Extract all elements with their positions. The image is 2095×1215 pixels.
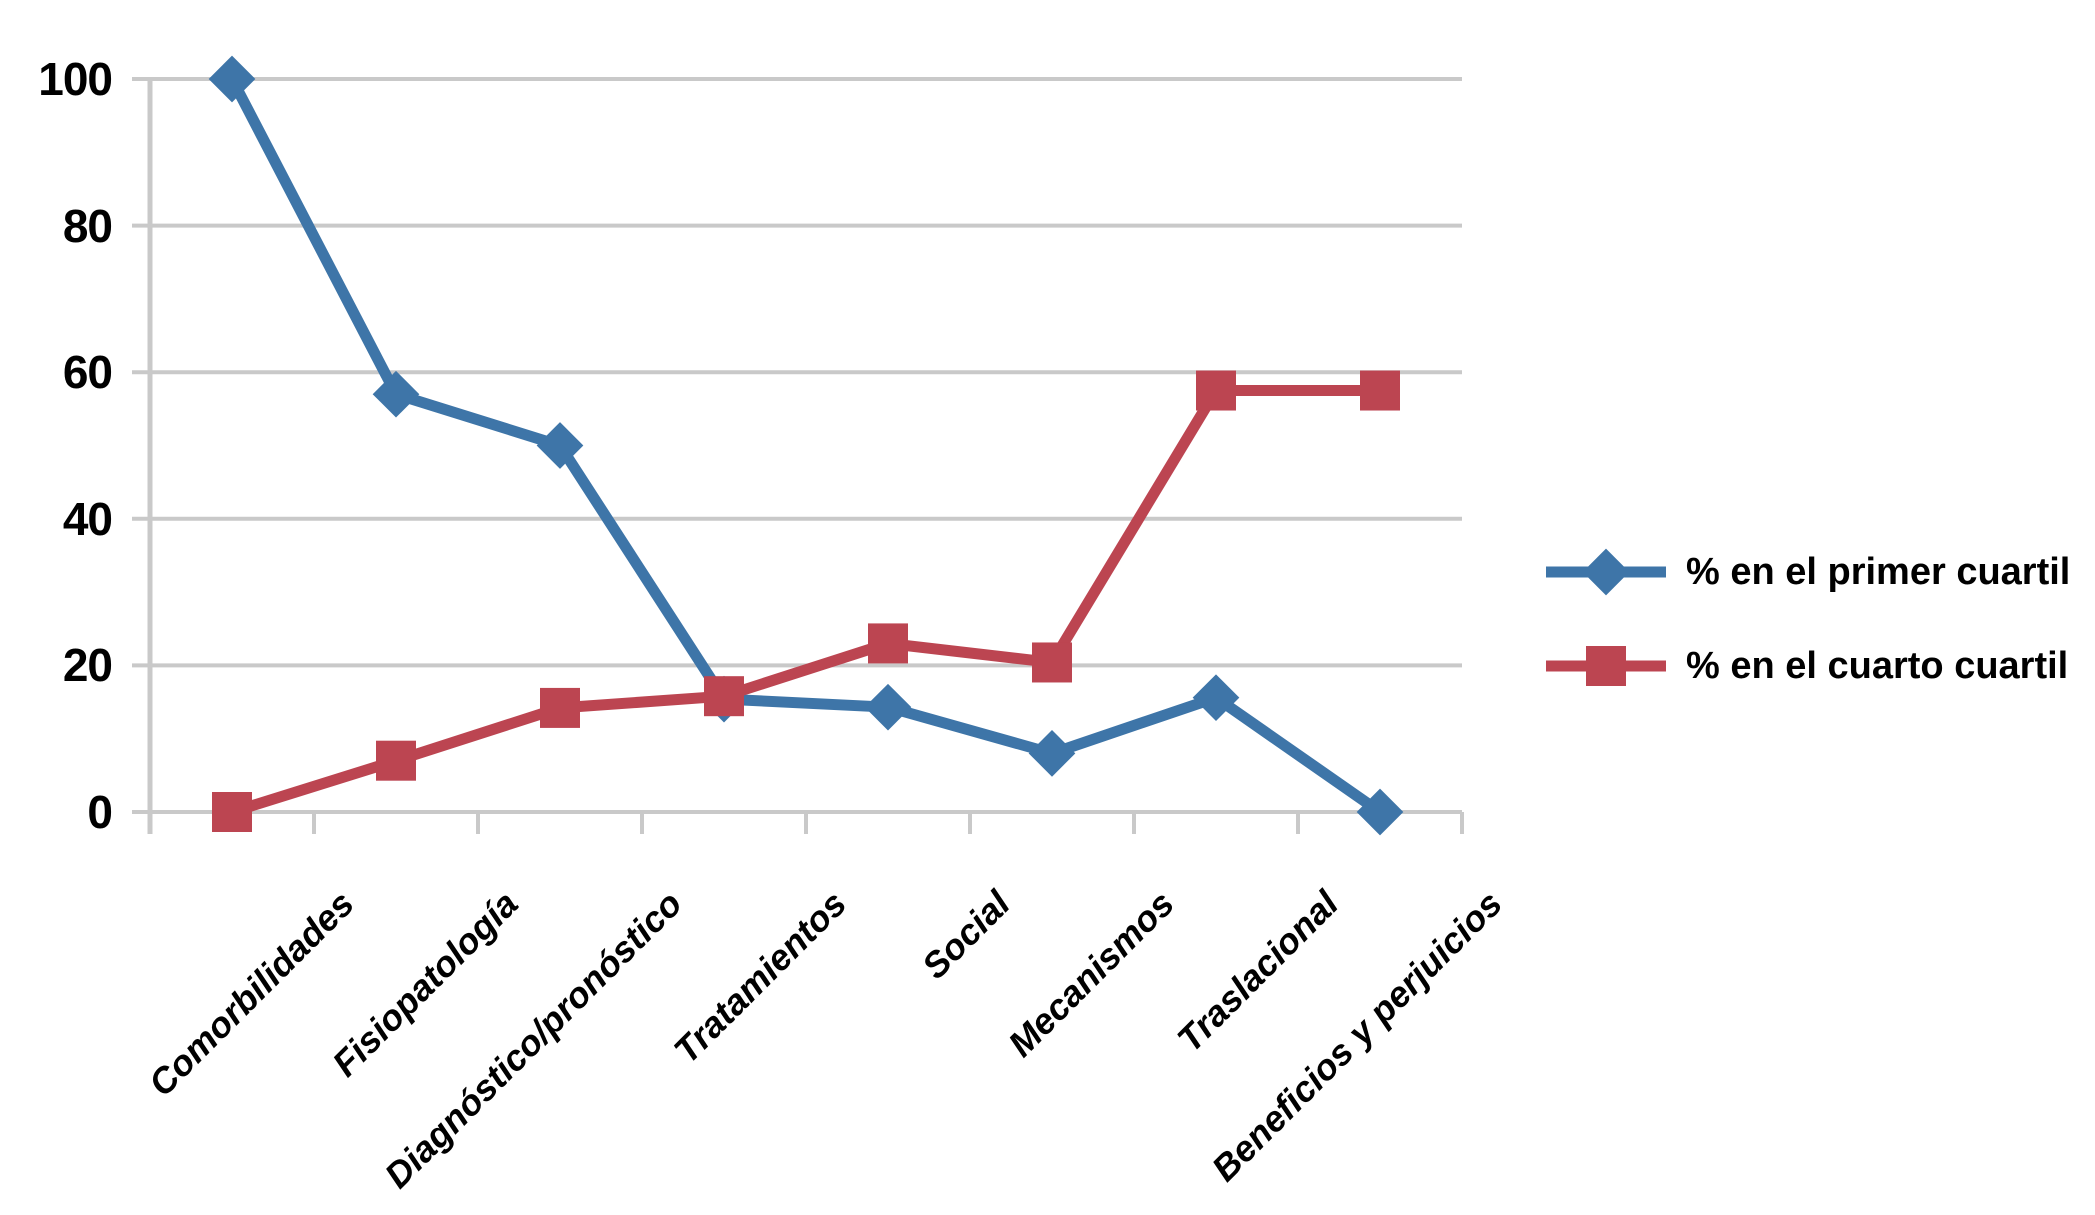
legend-item: % en el cuarto cuartil	[1544, 634, 2068, 698]
y-tick-label: 0	[87, 786, 113, 838]
series-line-1	[226, 385, 1386, 818]
series-0-diamond-marker	[208, 55, 256, 103]
series-1-square-marker	[704, 676, 744, 717]
series-1-square-marker	[540, 687, 580, 728]
legend-item: % en el primer cuartil	[1544, 540, 2070, 604]
series-1-square-marker	[868, 623, 908, 664]
series-line-0	[226, 73, 1386, 818]
legend-square-icon	[1546, 646, 1666, 686]
legend-marker	[1582, 548, 1630, 596]
legend-label: % en el cuarto cuartil	[1686, 644, 2069, 687]
legend-marker	[1586, 646, 1626, 686]
series-1-square-marker	[212, 792, 252, 832]
y-tick-label: 40	[62, 492, 113, 545]
series-1-square-marker	[1032, 642, 1072, 683]
series-0-diamond-marker	[1028, 730, 1076, 777]
y-tick-label: 100	[38, 53, 113, 105]
series-1-square-marker	[1360, 370, 1400, 411]
series-1-square-marker	[1196, 370, 1236, 411]
y-tick-label: 20	[62, 639, 113, 692]
legend-label: % en el primer cuartil	[1686, 550, 2071, 593]
series-0-diamond-marker	[536, 422, 584, 469]
series-0-diamond-marker	[372, 370, 420, 418]
series-0-diamond-marker	[864, 683, 912, 731]
y-tick-label: 80	[62, 199, 113, 252]
legend-diamond-icon	[1546, 548, 1666, 596]
series-0-diamond-marker	[1356, 788, 1404, 836]
series-1-square-marker	[376, 740, 416, 781]
series-0-diamond-marker	[1192, 674, 1240, 721]
y-tick-label: 60	[62, 346, 113, 399]
